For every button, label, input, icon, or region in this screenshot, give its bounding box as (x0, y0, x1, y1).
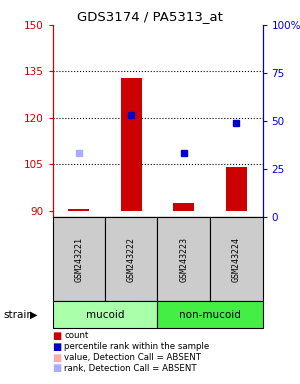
Text: GSM243223: GSM243223 (179, 237, 188, 282)
Text: ■: ■ (52, 342, 62, 352)
Text: count: count (64, 331, 89, 341)
Text: ■: ■ (52, 331, 62, 341)
Text: GSM243222: GSM243222 (127, 237, 136, 282)
Text: value, Detection Call = ABSENT: value, Detection Call = ABSENT (64, 353, 202, 362)
Text: ▶: ▶ (30, 310, 38, 320)
Bar (173, 203, 194, 211)
Text: ■: ■ (52, 353, 62, 362)
Text: ■: ■ (52, 363, 62, 373)
Bar (226, 167, 247, 211)
Text: GDS3174 / PA5313_at: GDS3174 / PA5313_at (77, 10, 223, 23)
Bar (121, 78, 142, 211)
Text: mucoid: mucoid (86, 310, 124, 320)
Text: GSM243221: GSM243221 (74, 237, 83, 282)
Text: percentile rank within the sample: percentile rank within the sample (64, 342, 210, 351)
Text: GSM243224: GSM243224 (232, 237, 241, 282)
Text: rank, Detection Call = ABSENT: rank, Detection Call = ABSENT (64, 364, 197, 373)
Bar (68, 209, 89, 211)
Text: non-mucoid: non-mucoid (179, 310, 241, 320)
Text: strain: strain (3, 310, 33, 320)
